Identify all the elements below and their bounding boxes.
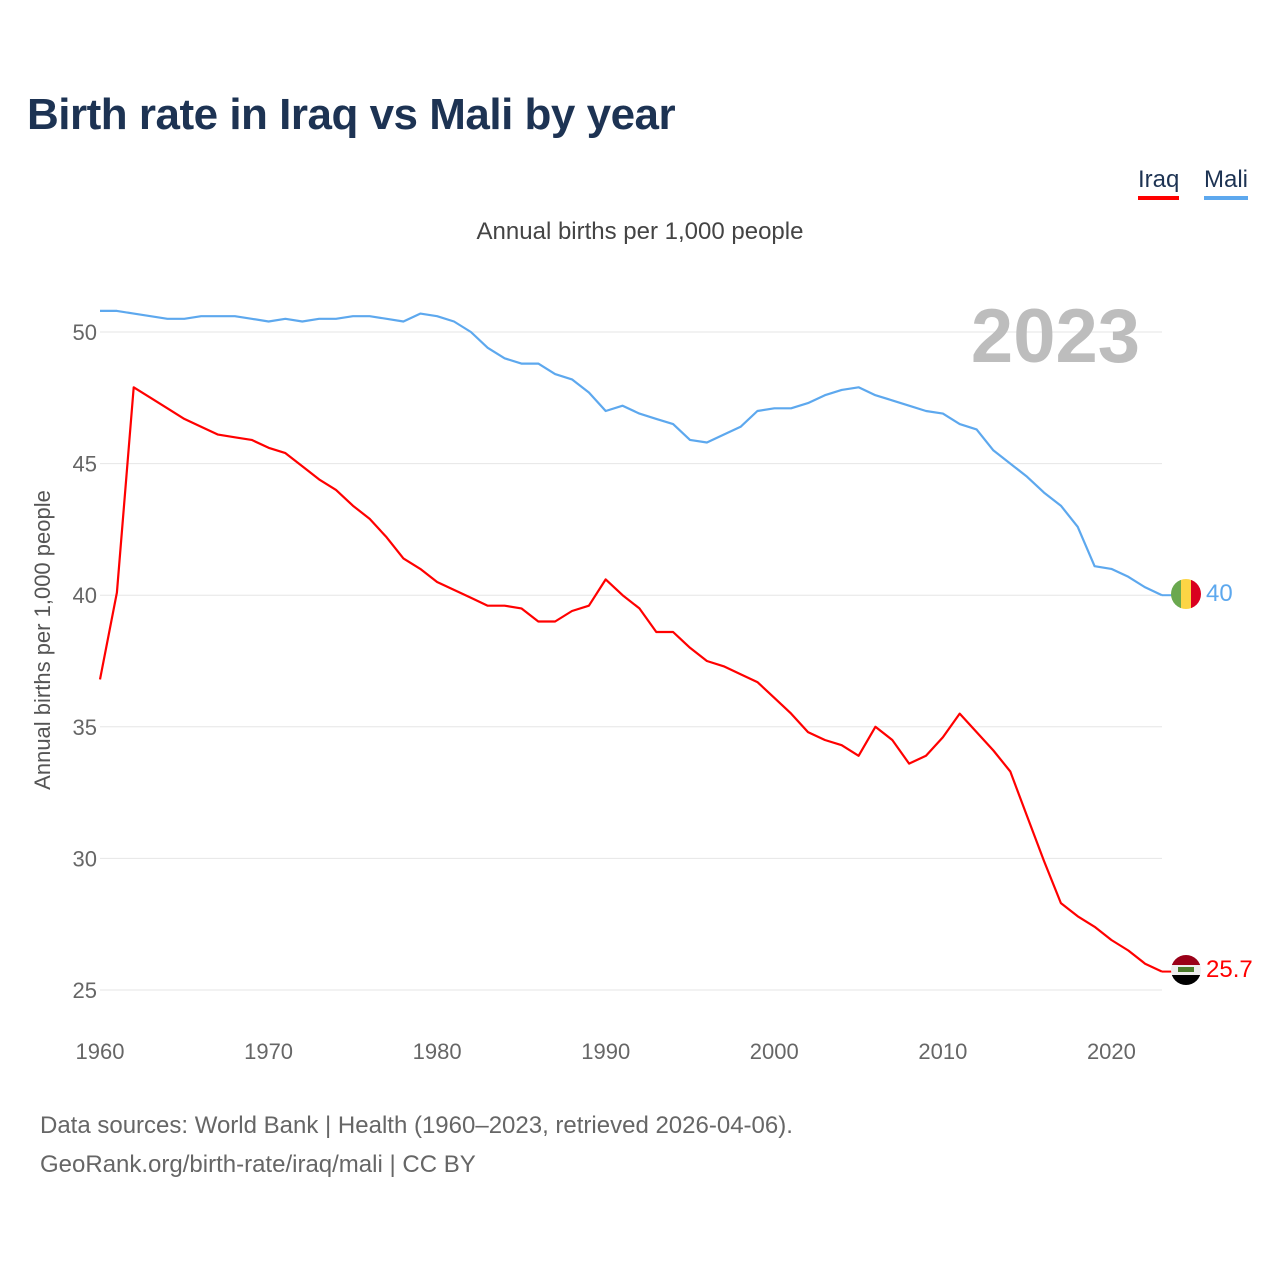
legend-item-mali[interactable]: Mali xyxy=(1204,166,1249,200)
y-tick-label: 45 xyxy=(73,452,97,477)
chart-title: Birth rate in Iraq vs Mali by year xyxy=(27,90,676,139)
mali-flag-icon xyxy=(1171,579,1201,609)
x-tick-label: 1990 xyxy=(581,1039,630,1064)
mali-end-label: 40 xyxy=(1206,580,1233,607)
footer: Data sources: World Bank | Health (1960–… xyxy=(40,1106,793,1184)
series-line-mali xyxy=(100,309,1163,597)
iraq-flag-icon xyxy=(1171,955,1201,985)
y-tick-label: 50 xyxy=(73,320,97,345)
year-watermark: 2023 xyxy=(971,294,1140,379)
iraq-end-label: 25.7 xyxy=(1206,956,1253,983)
legend-item-iraq[interactable]: Iraq xyxy=(1138,166,1180,200)
x-tick-label: 1960 xyxy=(76,1039,125,1064)
attribution-link[interactable]: GeoRank.org/birth-rate/iraq/mali | CC BY xyxy=(40,1151,476,1178)
y-tick-label: 25 xyxy=(73,978,97,1003)
x-tick-label: 2000 xyxy=(750,1039,799,1064)
y-tick-label: 35 xyxy=(73,715,97,740)
chart-subtitle: Annual births per 1,000 people xyxy=(476,218,804,245)
gridlines xyxy=(100,331,1162,991)
source-text: Data sources: World Bank | Health (1960–… xyxy=(40,1112,793,1139)
y-tick-label: 40 xyxy=(73,583,97,608)
y-axis-ticks: 25 30 35 40 45 50 xyxy=(73,320,97,1003)
y-tick-label: 30 xyxy=(73,846,97,871)
x-tick-label: 1970 xyxy=(244,1039,293,1064)
y-axis-label: Annual births per 1,000 people xyxy=(30,490,55,790)
series-line-iraq xyxy=(98,386,1163,973)
x-tick-label: 1980 xyxy=(413,1039,462,1064)
x-axis-ticks: 1960 1970 1980 1990 2000 2010 2020 xyxy=(76,1039,1136,1064)
x-tick-label: 2020 xyxy=(1087,1039,1136,1064)
x-tick-label: 2010 xyxy=(918,1039,967,1064)
